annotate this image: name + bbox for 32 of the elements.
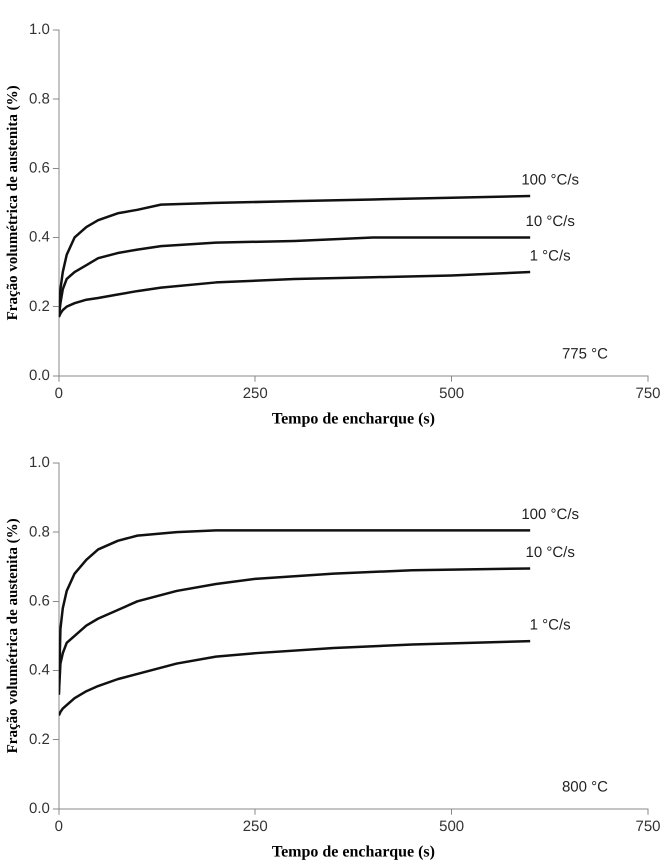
series-label: 10 °C/s: [525, 544, 575, 562]
x-tick-label: 250: [242, 818, 268, 835]
y-tick-label: 0.2: [28, 298, 50, 315]
y-tick-label: 0.2: [28, 730, 50, 748]
x-tick-label: 750: [635, 384, 661, 402]
y-tick-label: 0.8: [28, 523, 50, 540]
series-label: 10 °C/s: [525, 213, 575, 230]
y-axis-title: Fração volumétrica de austenita (%): [4, 518, 21, 754]
x-tick-label: 250: [242, 384, 268, 402]
annotation: 800 °C: [562, 778, 608, 796]
series-label: 100 °C/s: [521, 172, 580, 189]
y-tick-label: 1.0: [28, 21, 50, 38]
y-tick-label: 0.4: [28, 228, 50, 246]
y-axis-title: Fração volumétrica de austenita (%): [4, 85, 21, 320]
y-tick-label: 0.0: [28, 366, 50, 384]
y-tick-label: 0.4: [28, 662, 50, 679]
y-tick-label: 0.6: [28, 159, 50, 176]
y-tick-label: 0.6: [28, 592, 50, 610]
y-tick-label: 0.0: [28, 800, 50, 817]
x-axis-title: Tempo de encharque (s): [272, 844, 435, 861]
series-label: 1 °C/s: [530, 616, 571, 634]
x-tick-label: 750: [635, 818, 661, 835]
series-label: 1 °C/s: [530, 248, 571, 265]
x-tick-label: 500: [439, 384, 464, 402]
x-tick-label: 500: [439, 818, 464, 835]
y-tick-label: 1.0: [28, 454, 50, 472]
x-axis-title: Tempo de encharque (s): [272, 410, 435, 428]
y-tick-label: 0.8: [28, 90, 50, 108]
x-tick-label: 0: [54, 384, 64, 402]
annotation: 775 °C: [562, 345, 608, 362]
series-label: 100 °C/s: [521, 506, 580, 524]
x-tick-label: 0: [54, 818, 64, 835]
